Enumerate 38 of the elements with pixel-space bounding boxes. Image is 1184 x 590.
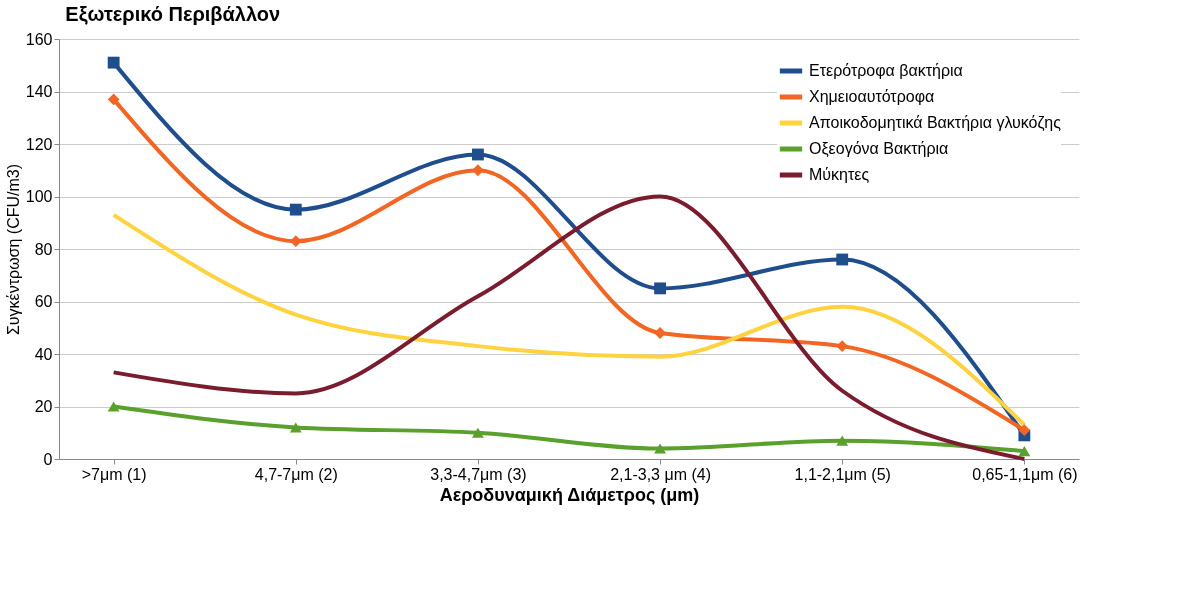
point bbox=[107, 56, 120, 69]
legend-label: Αποικοδομητικά Βακτήρια γλυκόζης bbox=[809, 114, 1062, 132]
legend-label: Χημειοαυτότροφα bbox=[809, 88, 935, 105]
x-tick-label: 1,1-2,1μm (5) bbox=[794, 465, 891, 483]
point bbox=[107, 401, 120, 412]
point bbox=[472, 427, 484, 438]
legend-label: Μύκητες bbox=[809, 166, 870, 183]
point bbox=[289, 203, 302, 216]
y-axis-title: Συγκέντρωση (CFU/m3) bbox=[4, 163, 22, 336]
point bbox=[472, 148, 484, 161]
y-tick-label: 60 bbox=[34, 293, 53, 310]
point bbox=[472, 164, 484, 177]
point bbox=[289, 422, 302, 433]
chart-title: Εξωτερικό Περιβάλλον bbox=[65, 3, 281, 25]
x-tick-label: 4,7-7μm (2) bbox=[254, 465, 338, 483]
x-tick-label: 2,1-3,3 μm (4) bbox=[610, 465, 711, 483]
x-tick-label: >7μm (1) bbox=[81, 465, 147, 483]
y-tick-label: 20 bbox=[34, 398, 53, 415]
legend-label: Ετερότροφα βακτήρια bbox=[809, 62, 963, 79]
point bbox=[836, 340, 849, 353]
point bbox=[836, 253, 849, 266]
x-axis-title: Αεροδυναμική Διάμετρος (μm) bbox=[439, 484, 700, 505]
point bbox=[654, 443, 666, 454]
point bbox=[107, 93, 120, 106]
y-tick-label: 100 bbox=[25, 188, 53, 205]
point bbox=[836, 435, 849, 446]
point bbox=[1018, 446, 1031, 457]
y-tick-label: 0 bbox=[43, 450, 53, 468]
legend-label: Οξεογόνα Βακτήρια bbox=[809, 140, 949, 158]
x-tick-label: 3,3-4,7μm (3) bbox=[430, 465, 527, 483]
y-tick-label: 160 bbox=[25, 30, 53, 48]
point bbox=[1018, 424, 1031, 437]
y-tick-label: 80 bbox=[34, 240, 53, 258]
x-tick-label: 0,65-1,1μm (6) bbox=[972, 465, 1078, 483]
y-tick-label: 140 bbox=[25, 83, 53, 100]
y-tick-label: 120 bbox=[25, 135, 53, 153]
point bbox=[654, 282, 666, 295]
y-tick-label: 40 bbox=[34, 345, 53, 363]
